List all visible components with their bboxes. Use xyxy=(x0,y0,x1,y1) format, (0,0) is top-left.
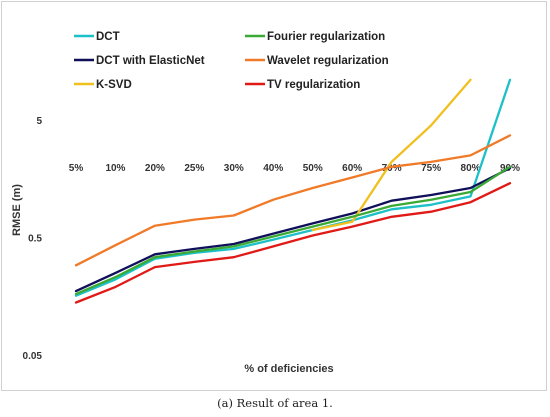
y-axis-ticks: 0.05 0.5 5 xyxy=(23,116,43,362)
legend: DCT DCT with ElasticNet K-SVD Fourier regul… xyxy=(74,31,389,91)
x-tick-label: 40% xyxy=(263,163,283,174)
figure-caption: (a) Result of area 1. xyxy=(217,396,333,410)
legend-label: DCT xyxy=(96,31,120,43)
legend-label: DCT with ElasticNet xyxy=(96,55,205,67)
x-tick-label: 10% xyxy=(105,163,125,174)
legend-item: Fourier regularization xyxy=(245,31,385,43)
x-tick-label: 30% xyxy=(224,163,244,174)
line-chart: DCT DCT with ElasticNet K-SVD Fourier regul… xyxy=(11,31,520,375)
legend-item: Wavelet regularization xyxy=(245,55,389,67)
legend-label: Fourier regularization xyxy=(267,31,385,43)
x-tick-label: 80% xyxy=(461,163,481,174)
legend-item: K-SVD xyxy=(74,79,132,91)
y-tick-label: 0.5 xyxy=(28,234,42,245)
x-tick-label: 5% xyxy=(69,163,84,174)
series-lines xyxy=(74,78,512,304)
y-tick-label: 5 xyxy=(36,116,42,127)
legend-label: Wavelet regularization xyxy=(267,55,389,67)
series-line-dct-with-elasticnet xyxy=(74,166,512,293)
x-axis-label: % of deficiencies xyxy=(244,363,333,375)
y-axis-label: RMSE (m) xyxy=(11,184,23,236)
x-tick-label: 50% xyxy=(303,163,323,174)
x-tick-label: 60% xyxy=(342,163,362,174)
x-tick-label: 20% xyxy=(145,163,165,174)
y-tick-label: 0.05 xyxy=(23,351,43,362)
series-line-tv-regularization xyxy=(74,182,512,304)
legend-item: DCT with ElasticNet xyxy=(74,55,205,67)
series-line-dct xyxy=(74,78,512,297)
legend-item: TV regularization xyxy=(245,79,360,91)
chart-frame: DCT DCT with ElasticNet K-SVD Fourier regul… xyxy=(1,1,547,391)
x-tick-label: 25% xyxy=(184,163,204,174)
x-tick-label: 75% xyxy=(421,163,441,174)
legend-label: K-SVD xyxy=(96,79,132,91)
series-line-wavelet-regularization xyxy=(74,134,512,267)
series-line-k-svd xyxy=(311,78,472,232)
x-axis-ticks: 5% 10% 20% 25% 30% 40% 50% 60% 70% 75% 80% 90% xyxy=(69,163,520,174)
x-tick-label: 70% xyxy=(382,163,402,174)
legend-item: DCT xyxy=(74,31,120,43)
legend-label: TV regularization xyxy=(267,79,360,91)
series-line-fourier-regularization xyxy=(74,165,512,296)
